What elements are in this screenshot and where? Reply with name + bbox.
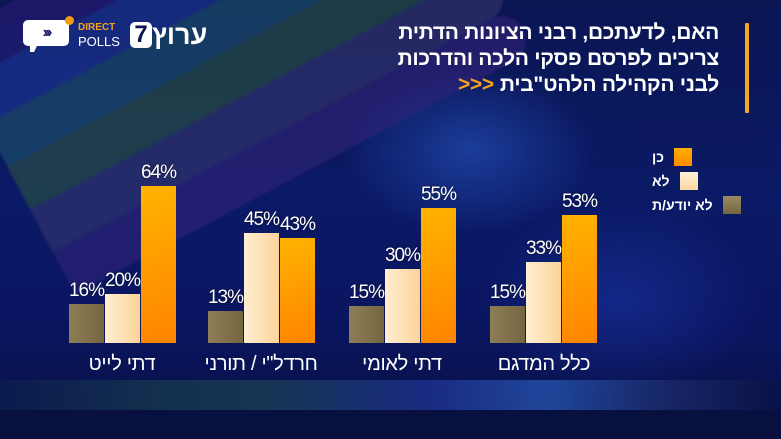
title-accent-bar — [745, 23, 749, 113]
value-label: 33% — [525, 238, 562, 259]
bar-yes: 53% — [562, 191, 598, 343]
category-label-hardal-torani: חרדל"י / תורני — [204, 353, 318, 375]
legend-label-yes: כן — [652, 149, 664, 165]
chevrons-right-icon: ››› — [23, 20, 69, 46]
bar-no: 30% — [385, 245, 421, 343]
poll-question: האם, לדעתכם, רבני הציונות הדתית צריכים ל… — [339, 20, 720, 98]
bar-no: 45% — [244, 209, 280, 343]
category-label-total-sample: כלל המדגם — [497, 353, 591, 375]
bar-group-hardal-torani: 13% 45% 43% — [208, 143, 316, 343]
bar-group-dati-leumi: 15% 30% 55% — [349, 143, 457, 343]
category-label-dati-lite: דתי לייט — [88, 353, 156, 375]
arrows-icon: <<< — [457, 73, 494, 96]
value-label: 20% — [104, 270, 141, 291]
value-label: 30% — [384, 245, 421, 266]
title-line-1: האם, לדעתכם, רבני הציונות הדתית — [398, 21, 719, 44]
title-line-3-text: לבני הקהילה הלהט"בית — [499, 73, 719, 96]
speech-bubble-tail — [30, 44, 38, 52]
title-line-3: לבני הקהילה הלהט"בית<<< — [339, 72, 719, 98]
value-label: 55% — [420, 184, 457, 205]
bar-dont-know: 13% — [208, 287, 244, 343]
bar-yes: 43% — [280, 214, 316, 343]
bar-yes: 55% — [421, 184, 457, 343]
arutz7-text: ערוץ — [152, 19, 208, 50]
bottom-strip — [0, 410, 781, 439]
value-label: 13% — [207, 287, 244, 308]
legend-swatch-yes — [673, 148, 692, 166]
chart-legend: כן לא לא יודע/ת — [652, 145, 752, 217]
legend-label-no: לא — [652, 173, 670, 189]
legend-item-no: לא — [652, 169, 752, 193]
bar-dont-know: 15% — [490, 282, 526, 343]
arutz7-number: 7 — [130, 22, 152, 48]
bar-dont-know: 15% — [349, 282, 385, 343]
orange-dot-icon — [65, 16, 74, 25]
title-line-2: צריכים לפרסם פסקי הלכה והדרכות — [397, 47, 720, 70]
value-label: 53% — [561, 191, 598, 212]
bar-group-dati-lite: 16% 20% 64% — [69, 143, 177, 343]
direct-text: DIRECT — [78, 22, 116, 33]
value-label: 15% — [348, 282, 385, 303]
category-label-dati-leumi: דתי לאומי — [362, 353, 442, 375]
background-band — [0, 380, 781, 410]
legend-swatch-dont-know — [722, 196, 741, 214]
direct-polls-logo: ››› DIRECT POLLS — [23, 16, 120, 54]
bar-yes: 64% — [141, 162, 177, 343]
arutz7-logo: ערוץ 7 — [128, 18, 207, 52]
bar-no: 33% — [526, 238, 562, 343]
bar-no: 20% — [105, 270, 141, 343]
polls-text: POLLS — [78, 34, 120, 49]
bar-group-total-sample: 15% 33% 53% — [490, 143, 598, 343]
value-label: 43% — [279, 214, 316, 235]
value-label: 45% — [243, 209, 280, 230]
legend-swatch-no — [679, 172, 698, 190]
value-label: 15% — [489, 282, 526, 303]
bar-dont-know: 16% — [69, 280, 105, 343]
legend-item-dont-know: לא יודע/ת — [652, 193, 752, 217]
value-label: 64% — [140, 162, 177, 183]
legend-label-dont-know: לא יודע/ת — [652, 197, 713, 213]
value-label: 16% — [68, 280, 105, 301]
legend-item-yes: כן — [652, 145, 752, 169]
